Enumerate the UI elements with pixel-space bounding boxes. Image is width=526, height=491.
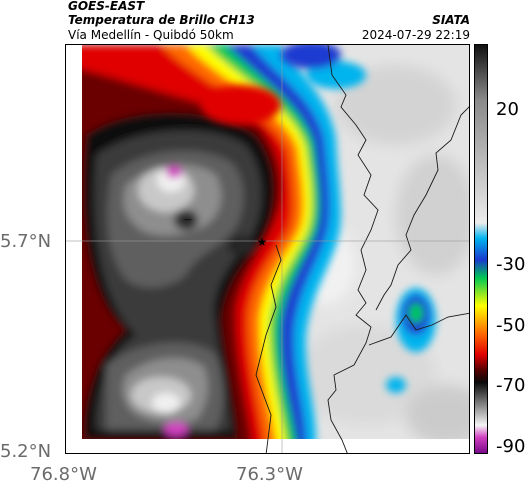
agency-label: SIATA — [432, 13, 470, 27]
y-tick-label: 5.2°N — [0, 441, 52, 462]
product-title: Temperatura de Brillo CH13 — [68, 13, 255, 27]
x-tick-label: 76.8°W — [30, 464, 97, 485]
y-tick-label: 5.7°N — [0, 231, 52, 252]
no-data-left — [66, 45, 82, 453]
timestamp-label: 2024-07-29 22:19 — [361, 28, 470, 42]
colorbar-tick-label: -50 — [496, 315, 526, 336]
satellite-map[interactable]: ★ — — [65, 44, 470, 454]
colorbar-tick-label: -30 — [496, 254, 526, 275]
small-marker-icon: — — [184, 215, 192, 224]
colorbar-tick-label: -70 — [496, 375, 526, 396]
satellite-source: GOES-EAST — [68, 0, 145, 13]
colorbar-tick-label: 20 — [496, 99, 519, 120]
star-icon: ★ — [257, 235, 268, 249]
cloud-system — [66, 45, 341, 453]
colorbar-tick-label: -90 — [496, 436, 526, 457]
lat-lon-grid — [66, 45, 469, 453]
convective-cell — [201, 45, 436, 393]
admin-boundaries — [255, 45, 469, 453]
colorbar-gradient — [475, 45, 487, 453]
region-label: Vía Medellín - Quibdó 50km — [68, 28, 234, 42]
map-canvas: ★ — — [66, 45, 469, 453]
colorbar — [474, 44, 488, 454]
clear-sky-texture — [296, 65, 469, 445]
x-tick-label: 76.3°W — [236, 464, 303, 485]
